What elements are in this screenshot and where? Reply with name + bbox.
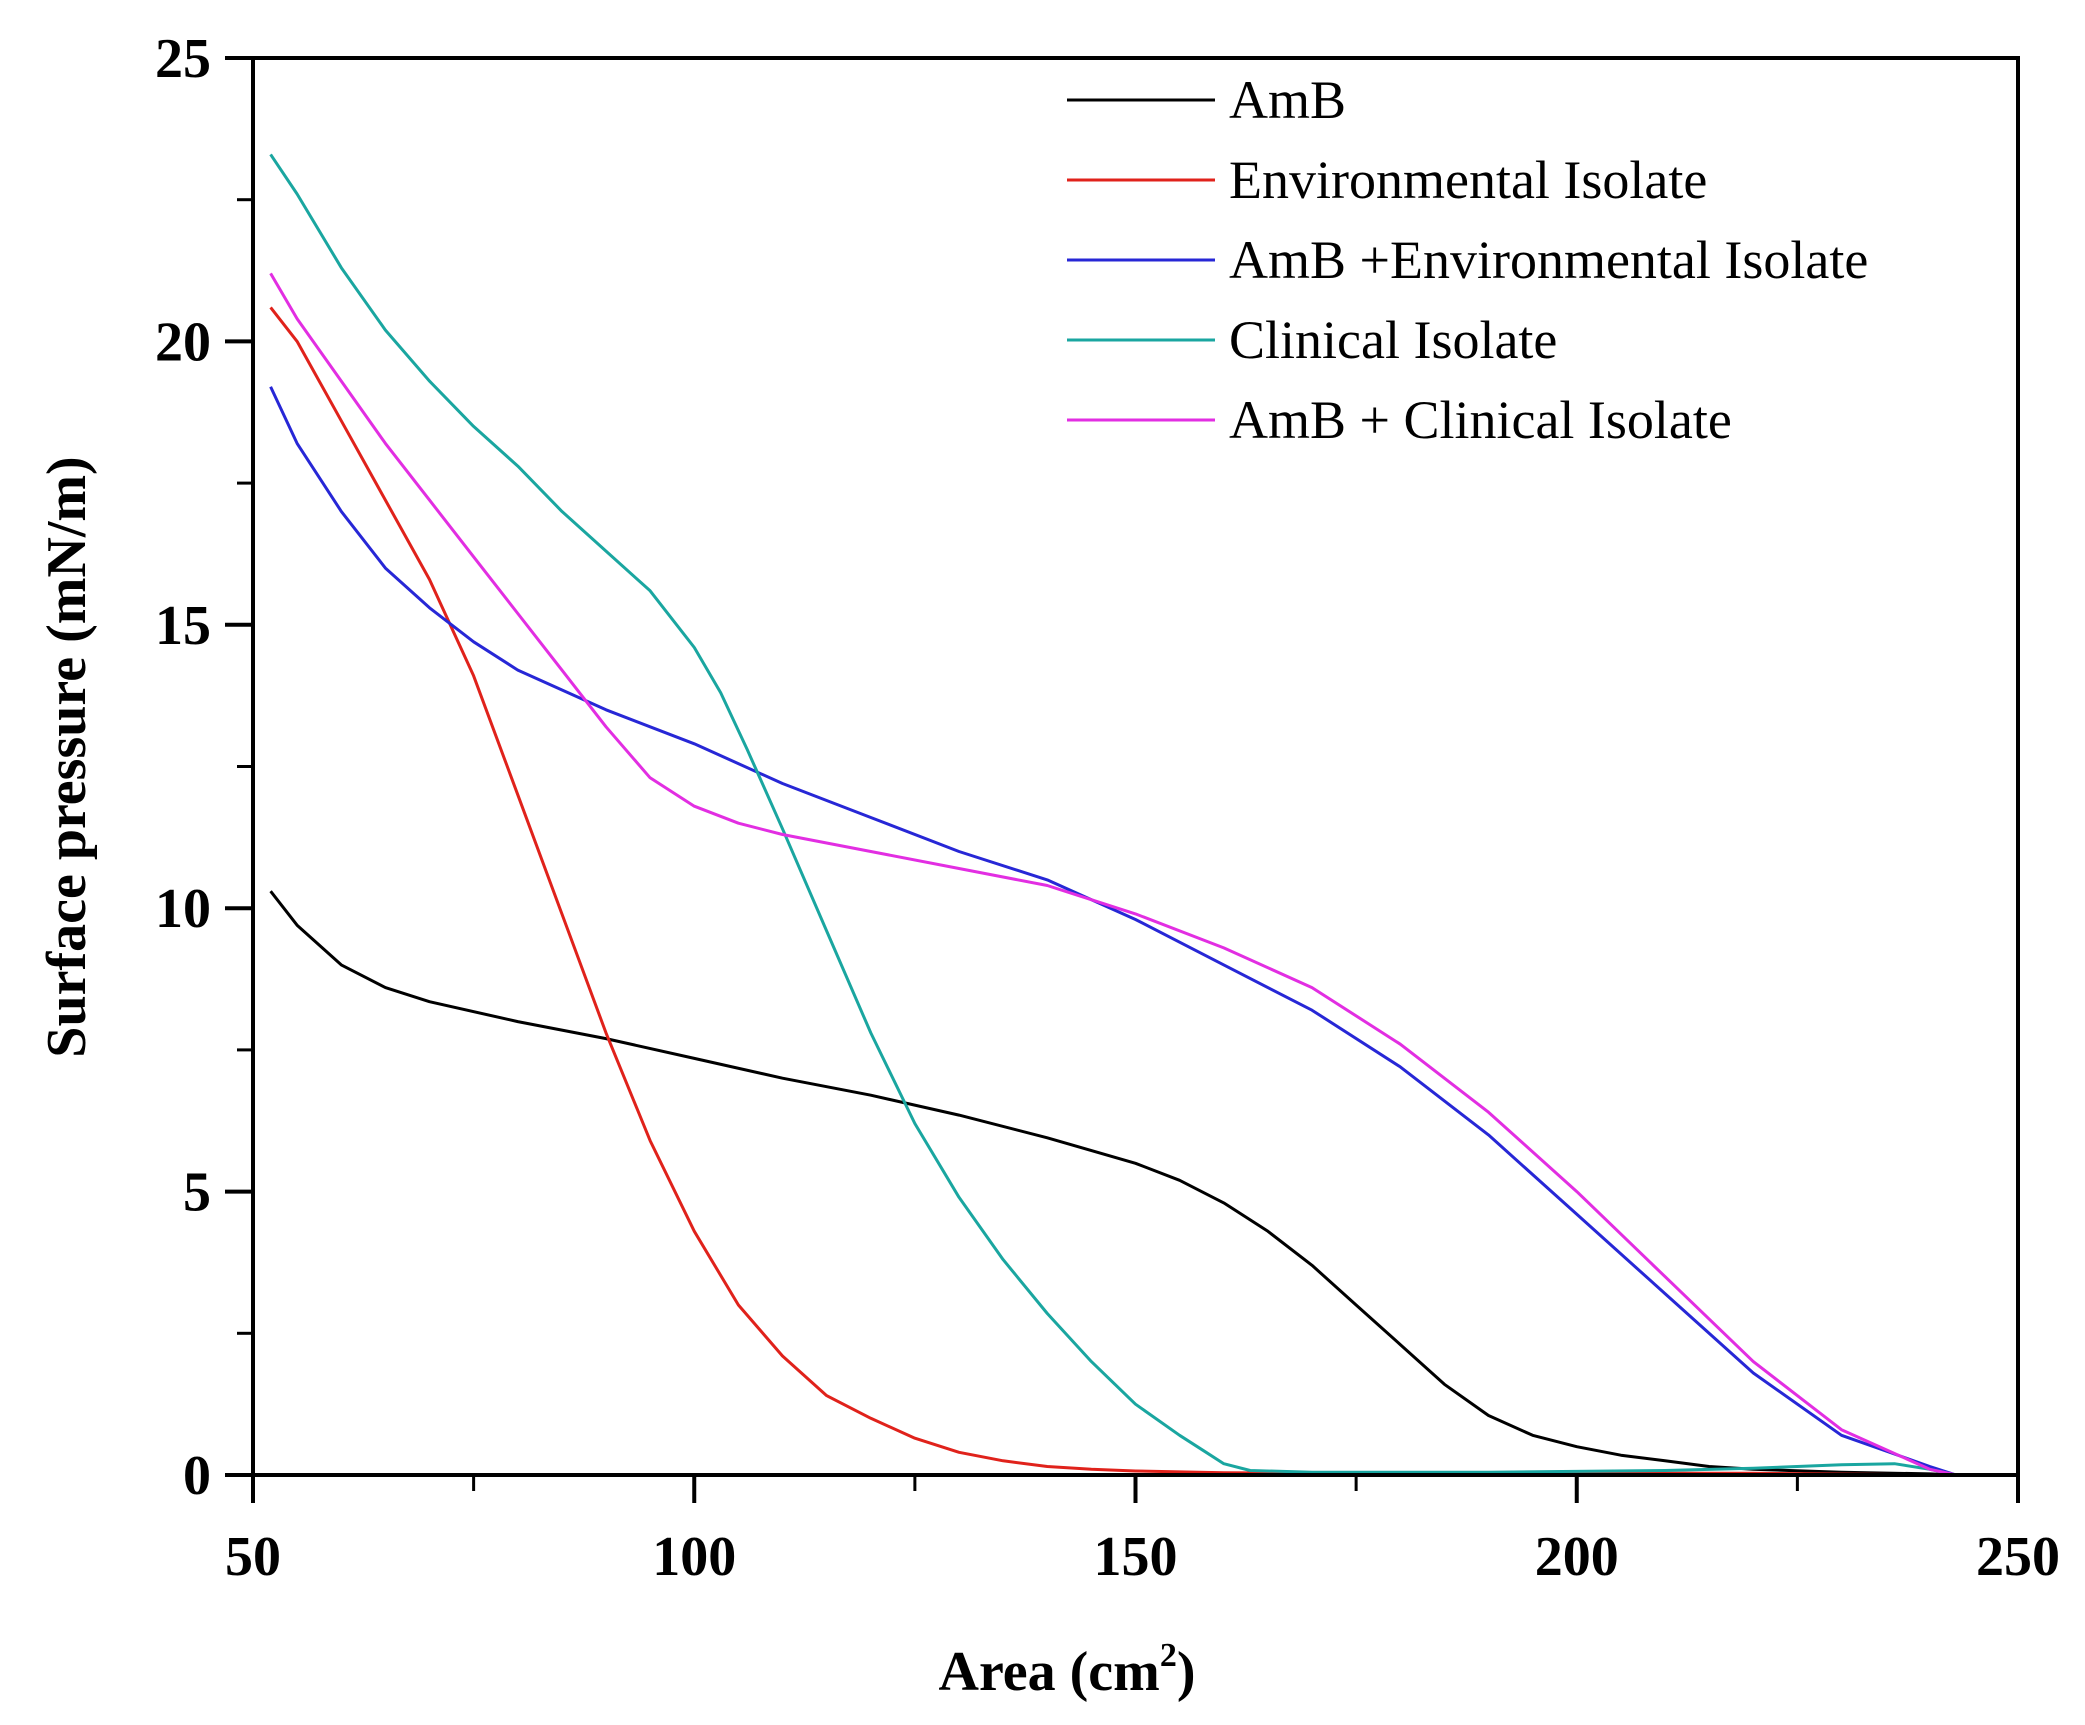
y-tick-label: 15 — [155, 595, 211, 657]
x-axis-title: Area (cm2) — [939, 1637, 1196, 1703]
legend-label: Clinical Isolate — [1229, 310, 1557, 370]
series-line-0 — [269, 890, 1957, 1477]
x-axis-title-prefix: Area (cm — [939, 1641, 1160, 1703]
legend-label: Environmental Isolate — [1229, 150, 1707, 210]
y-tick-label: 5 — [183, 1162, 211, 1224]
x-axis-title-sup: 2 — [1160, 1637, 1177, 1674]
legend: AmB Environmental Isolate AmB +Environment… — [1067, 70, 1868, 450]
legend-label: AmB +Environmental Isolate — [1229, 230, 1868, 290]
x-tick-label: 250 — [1976, 1526, 2060, 1588]
y-axis-title: Surface pressure (mN/m) — [36, 456, 98, 1057]
legend-label: AmB — [1229, 70, 1346, 130]
y-tick-label: 10 — [155, 878, 211, 940]
x-axis-title-suffix: ) — [1177, 1641, 1196, 1703]
x-tick-label: 200 — [1535, 1526, 1619, 1588]
y-tick-label: 20 — [155, 311, 211, 373]
series-layer — [269, 153, 1957, 1477]
x-tick-label: 150 — [1094, 1526, 1178, 1588]
x-tick-label: 100 — [652, 1526, 736, 1588]
y-tick-label: 25 — [155, 28, 211, 90]
tick-layer: 50 100 150 200 250 0 5 10 15 20 25 — [155, 28, 2060, 1588]
series-line-2 — [269, 386, 1957, 1477]
x-tick-label: 50 — [225, 1526, 281, 1588]
y-tick-label: 0 — [183, 1445, 211, 1507]
series-line-4 — [269, 272, 1957, 1477]
series-line-1 — [269, 306, 1957, 1477]
legend-label: AmB + Clinical Isolate — [1229, 390, 1732, 450]
series-line-3 — [269, 153, 1957, 1477]
